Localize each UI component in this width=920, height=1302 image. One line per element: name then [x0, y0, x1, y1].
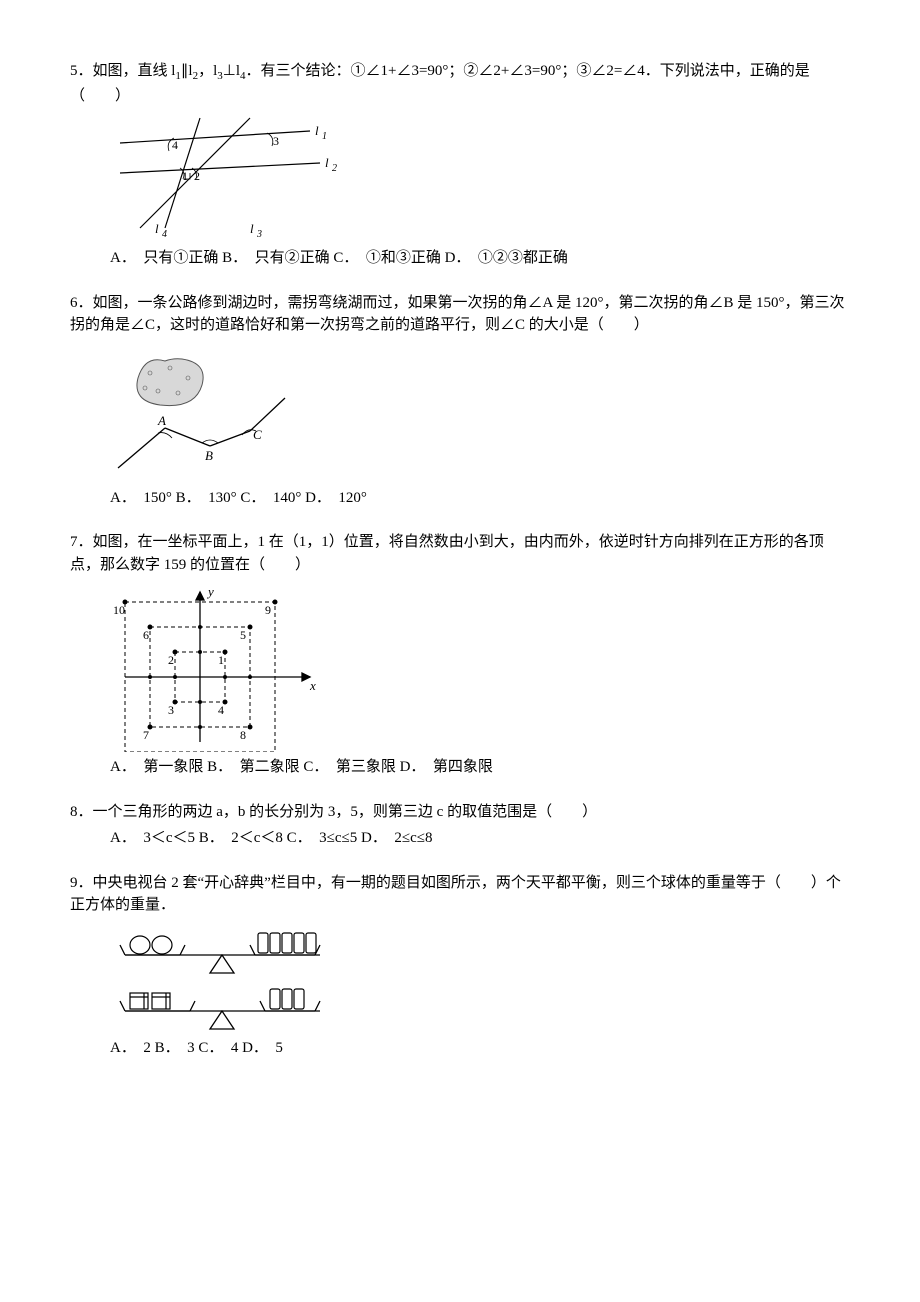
svg-text:3: 3	[256, 229, 262, 240]
q7-n5: 5	[240, 628, 246, 642]
q7-n1: 1	[218, 653, 224, 667]
q5-stem: 5．如图，直线 l1∥l2，l3⊥l4．有三个结论：①∠1+∠3=90°；②∠2…	[70, 60, 850, 107]
q7-n10: 10	[113, 603, 125, 617]
question-6: 6．如图，一条公路修到湖边时，需拐弯绕湖而过，如果第一次拐的角∠A 是 120°…	[70, 292, 850, 510]
q9-options: A． 2 B． 3 C． 4 D． 5	[70, 1037, 850, 1060]
q7-n4: 4	[218, 703, 224, 717]
q7-svg: x y 1 2 3 4	[110, 582, 330, 752]
question-7: 7．如图，在一坐标平面上，1 在（1，1）位置，将自然数由小到大，由内而外，依逆…	[70, 531, 850, 779]
q7-n7: 7	[143, 728, 149, 742]
svg-text:l: l	[250, 221, 254, 236]
q9-stem: 9．中央电视台 2 套“开心辞典”栏目中，有一期的题目如图所示，两个天平都平衡，…	[70, 872, 850, 917]
q5-t3: ，l	[198, 63, 217, 79]
q7-options: A． 第一象限 B． 第二象限 C． 第三象限 D． 第四象限	[70, 756, 850, 779]
q7-n2: 2	[168, 653, 174, 667]
svg-text:l: l	[315, 123, 319, 138]
q7-xlabel: x	[309, 678, 316, 693]
q6-A: A	[157, 413, 166, 428]
svg-text:4: 4	[162, 229, 167, 240]
q9-figure	[110, 923, 850, 1033]
svg-text:1: 1	[322, 131, 327, 142]
question-5: 5．如图，直线 l1∥l2，l3⊥l4．有三个结论：①∠1+∠3=90°；②∠2…	[70, 60, 850, 270]
q6-B: B	[205, 448, 213, 463]
q5-angle-3: 3	[273, 134, 279, 148]
q5-t4: ⊥l	[223, 63, 240, 79]
q5-t2: ∥l	[181, 63, 193, 79]
q7-stem: 7．如图，在一坐标平面上，1 在（1，1）位置，将自然数由小到大，由内而外，依逆…	[70, 531, 850, 576]
q6-options: A． 150° B． 130° C． 140° D． 120°	[70, 487, 850, 510]
q6-figure: A B C	[110, 343, 850, 483]
q8-options: A． 3＜c＜5 B． 2＜c＜8 C． 3≤c≤5 D． 2≤c≤8	[70, 827, 850, 850]
q5-figure: l1 l2 l3 l4 1 2 3 4	[110, 113, 850, 243]
q9-svg	[110, 923, 340, 1033]
svg-text:2: 2	[332, 163, 337, 174]
q7-ylabel: y	[206, 584, 214, 599]
q7-figure: x y 1 2 3 4	[110, 582, 850, 752]
q7-n9: 9	[265, 603, 271, 617]
question-8: 8．一个三角形的两边 a，b 的长分别为 3，5，则第三边 c 的取值范围是（ …	[70, 801, 850, 850]
q5-options: A． 只有①正确 B． 只有②正确 C． ①和③正确 D． ①②③都正确	[70, 247, 850, 270]
q6-svg: A B C	[110, 343, 310, 483]
question-9: 9．中央电视台 2 套“开心辞典”栏目中，有一期的题目如图所示，两个天平都平衡，…	[70, 872, 850, 1060]
q5-t1: 5．如图，直线 l	[70, 63, 175, 79]
q6-stem: 6．如图，一条公路修到湖边时，需拐弯绕湖而过，如果第一次拐的角∠A 是 120°…	[70, 292, 850, 337]
svg-text:l: l	[155, 221, 159, 236]
q6-C: C	[253, 427, 262, 442]
q5-svg: l1 l2 l3 l4 1 2 3 4	[110, 113, 340, 243]
q7-n6: 6	[143, 628, 149, 642]
q5-angle-4: 4	[172, 138, 178, 152]
svg-text:l: l	[325, 155, 329, 170]
q7-n3: 3	[168, 703, 174, 717]
q7-n8: 8	[240, 728, 246, 742]
q8-stem: 8．一个三角形的两边 a，b 的长分别为 3，5，则第三边 c 的取值范围是（ …	[70, 801, 850, 824]
